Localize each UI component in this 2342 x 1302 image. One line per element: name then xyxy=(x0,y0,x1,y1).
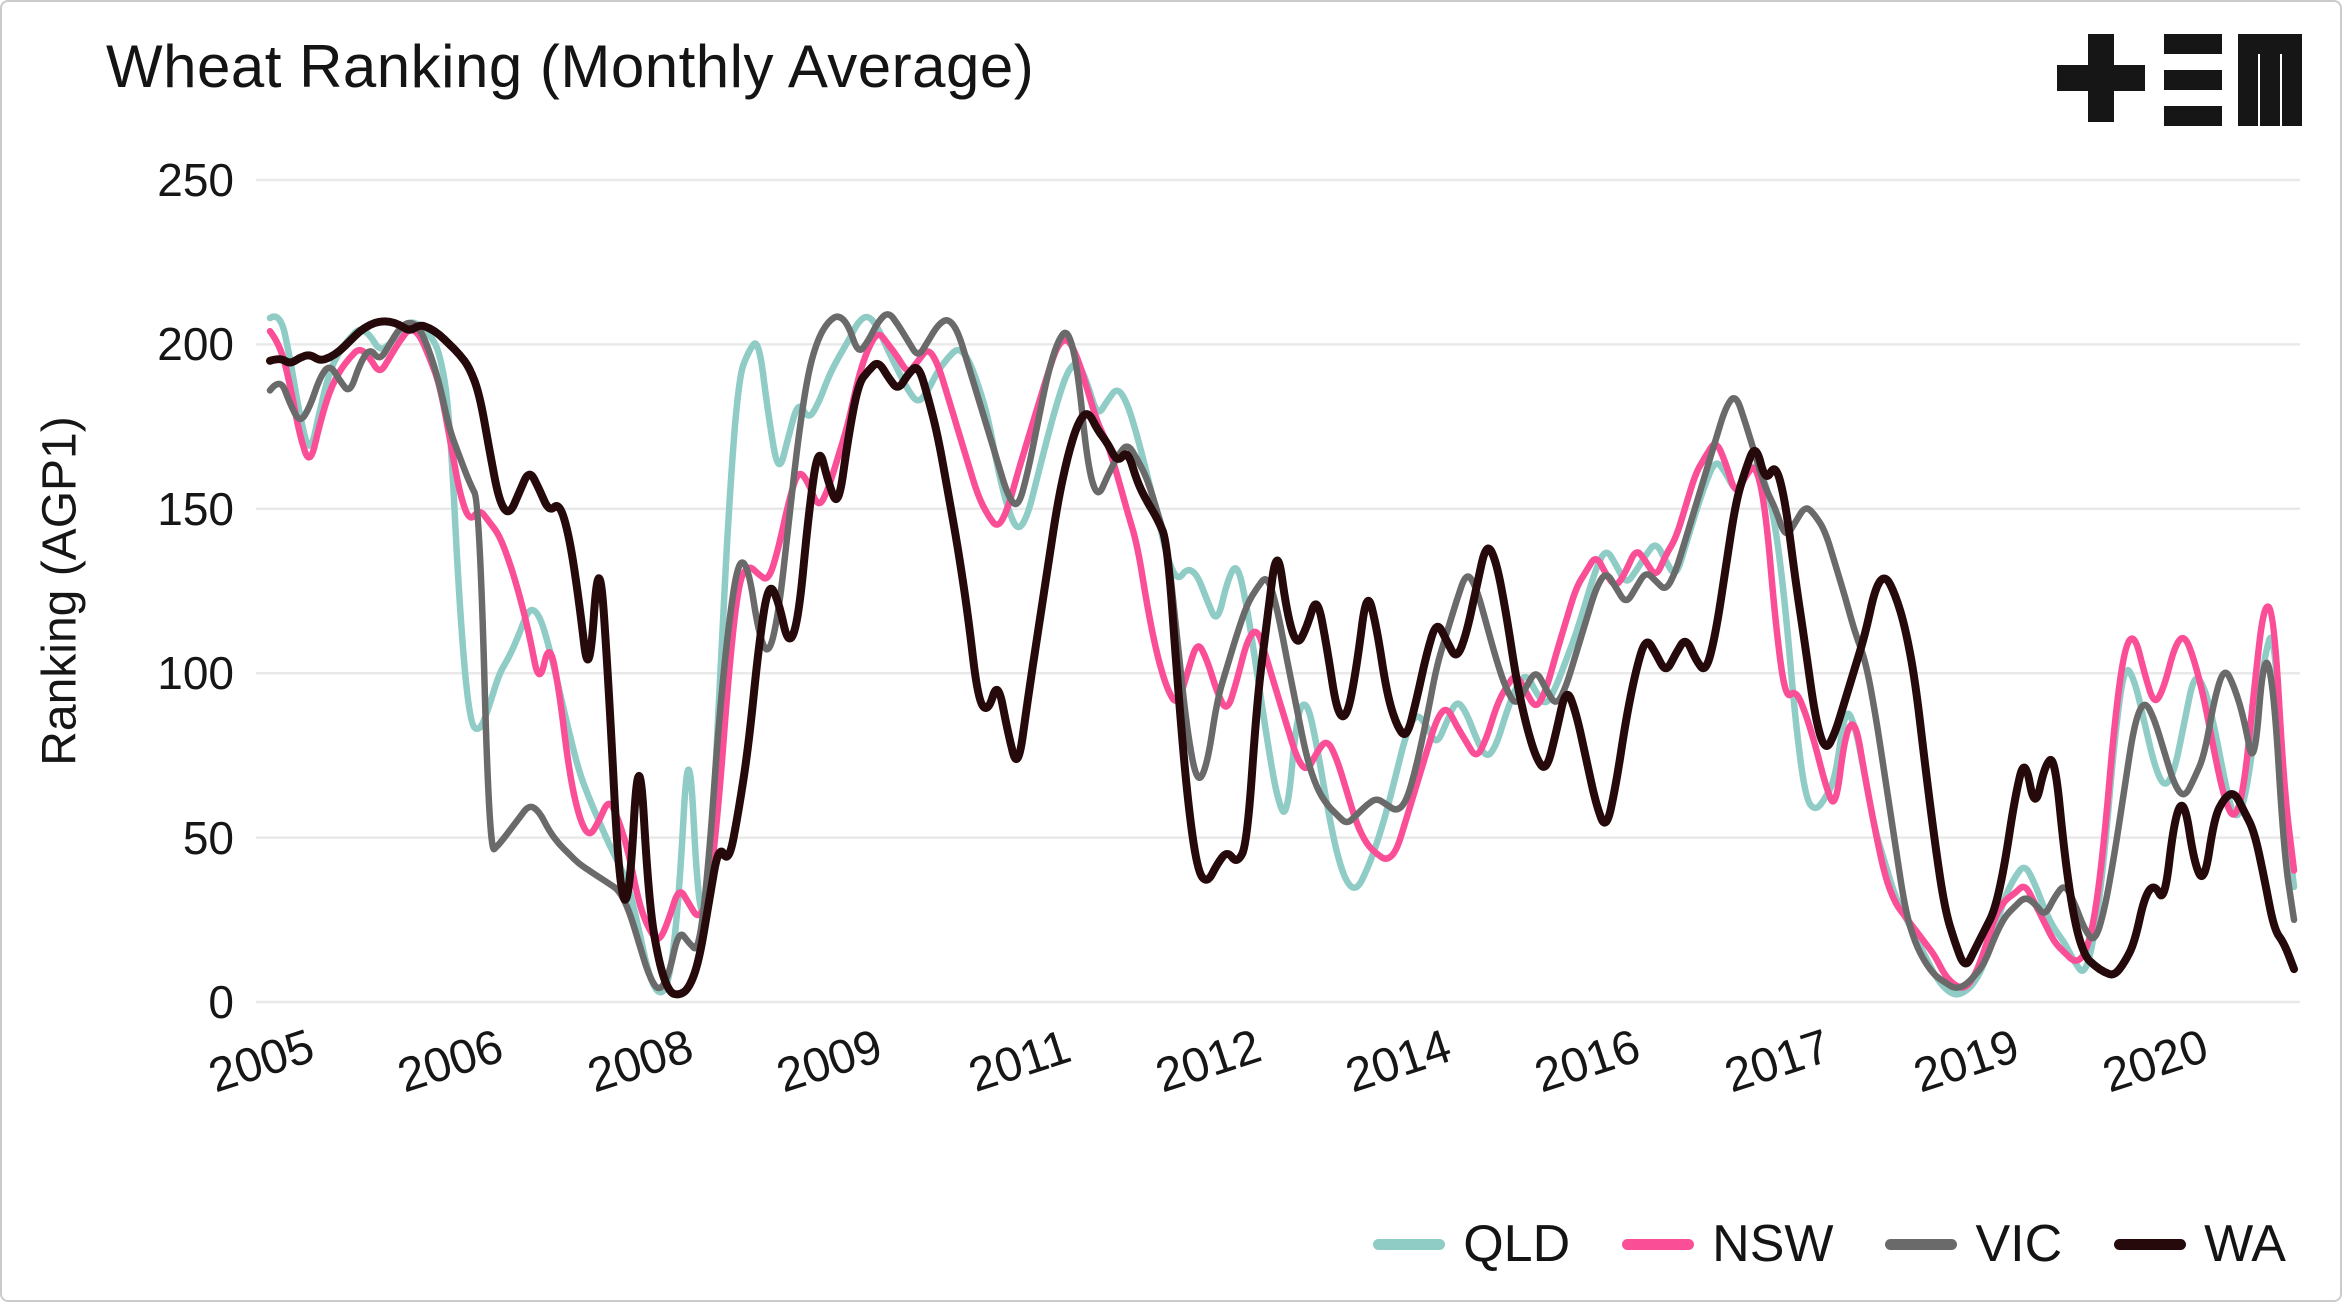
tem-logo xyxy=(2052,24,2304,136)
y-tick-label: 100 xyxy=(157,647,234,700)
vic-line-swatch-icon xyxy=(1885,1238,1958,1250)
legend-label-qld: QLD xyxy=(1463,1215,1571,1273)
tem-logo-icon xyxy=(2057,34,2302,126)
legend-item-wa: WA xyxy=(2114,1214,2286,1274)
legend-label-vic: VIC xyxy=(1975,1215,2063,1273)
y-tick-label: 150 xyxy=(157,482,234,535)
y-tick-label: 200 xyxy=(157,318,234,371)
legend-item-nsw: NSW xyxy=(1622,1214,1833,1274)
wa-line-swatch-icon xyxy=(2114,1238,2187,1250)
y-tick-label: 250 xyxy=(157,154,234,206)
chart-title: Wheat Ranking (Monthly Average) xyxy=(106,33,1035,100)
chart-legend: QLD NSW VIC WA xyxy=(1373,1214,2286,1274)
y-tick-label: 50 xyxy=(182,811,234,864)
y-axis-ticks: 250 200 150 100 50 0 xyxy=(2,2,246,1300)
y-tick-label: 0 xyxy=(208,976,234,1028)
legend-item-qld: QLD xyxy=(1373,1214,1570,1274)
legend-item-vic: VIC xyxy=(1885,1214,2062,1274)
legend-label-wa: WA xyxy=(2204,1215,2286,1273)
legend-label-nsw: NSW xyxy=(1712,1215,1834,1273)
qld-line-swatch-icon xyxy=(1373,1238,1446,1250)
nsw-line-swatch-icon xyxy=(1622,1238,1695,1250)
